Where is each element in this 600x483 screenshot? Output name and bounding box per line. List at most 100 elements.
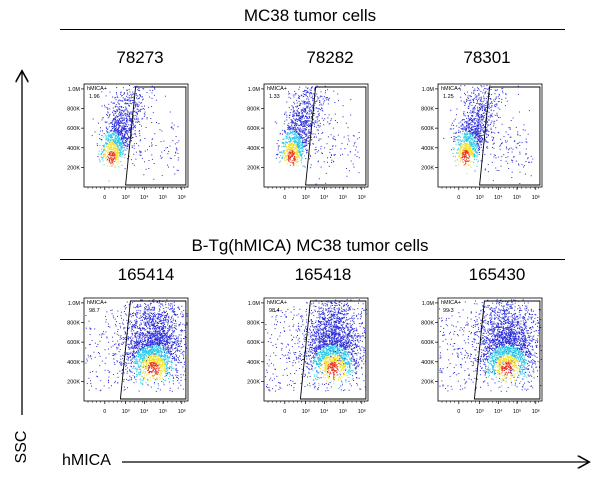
x-tick-label: 10⁴	[320, 194, 329, 201]
flow-plot-svg: 200K 400K 600K 800K 1.0M 0 10³ 10⁴ 10⁵ 10⁶ hMICA+ 1…	[67, 83, 189, 201]
event-dots	[85, 299, 188, 392]
y-axis-label: SSC	[13, 430, 30, 464]
x-tick-label: 10³	[122, 409, 130, 415]
flow-plot-svg: 200K 400K 600K 800K 1.0M 0 10³ 10⁴ 10⁵ 10⁶ hMICA+ 9…	[247, 297, 369, 415]
y-tick-label: 200K	[247, 165, 260, 171]
gate-name-label: hMICA+	[441, 300, 461, 306]
gate-name-label: hMICA+	[87, 86, 107, 92]
event-dots	[265, 299, 367, 392]
sample-id: 78301	[463, 48, 511, 67]
x-tick-label: 10⁵	[159, 194, 167, 201]
event-dots	[91, 85, 180, 182]
x-tick-label: 10⁴	[320, 408, 329, 415]
x-tick-label: 10⁶	[178, 194, 186, 201]
y-tick-label: 1.0M	[248, 87, 261, 93]
x-tick-label: 10⁶	[532, 408, 540, 415]
gate-percent-label: 1.96	[89, 94, 100, 100]
x-tick-label: 10⁶	[358, 408, 366, 415]
y-tick-label: 600K	[421, 340, 434, 346]
y-tick-label: 600K	[67, 126, 80, 132]
y-tick-label: 400K	[67, 146, 80, 152]
x-tick-label: 10⁴	[140, 408, 149, 415]
gate-percent-label: 98.7	[89, 308, 100, 314]
y-tick-label: 800K	[247, 107, 260, 113]
y-tick-label: 600K	[67, 340, 80, 346]
gate-polygon	[299, 300, 367, 400]
plot-frame	[263, 83, 369, 188]
flow-plot-svg: 200K 400K 600K 800K 1.0M 0 10³ 10⁴ 10⁵ 10⁶ hMICA+ 1…	[421, 83, 543, 201]
y-tick-label: 400K	[421, 146, 434, 152]
x-tick-label: 0	[283, 409, 286, 415]
x-tick-label: 10⁵	[339, 408, 347, 415]
y-tick-label: 800K	[247, 321, 260, 327]
y-tick-label: 400K	[247, 360, 260, 366]
sample-id: 165414	[117, 265, 175, 284]
plot-frame	[437, 83, 543, 188]
y-tick-label: 600K	[247, 126, 260, 132]
y-tick-label: 200K	[421, 379, 434, 385]
x-tick-label: 10⁶	[532, 194, 540, 201]
gate-polygon	[125, 86, 187, 186]
y-tick-label: 800K	[67, 107, 80, 113]
gate-name-label: hMICA+	[441, 86, 461, 92]
x-tick-label: 10⁴	[494, 408, 503, 415]
group-title-mc38: MC38 tumor cells	[243, 6, 377, 25]
gate-percent-label: 99.3	[443, 308, 454, 314]
flow-plot-panel: 200K 400K 600K 800K 1.0M 0 10³ 10⁴ 10⁵ 10⁶ hMICA+ 9…	[412, 292, 552, 422]
gate-name-label: hMICA+	[267, 86, 287, 92]
x-tick-label: 10⁵	[339, 194, 347, 201]
x-tick-label: 10⁵	[513, 408, 521, 415]
x-tick-label: 0	[457, 195, 460, 201]
gate-polygon	[479, 86, 541, 186]
y-tick-label: 200K	[67, 165, 80, 171]
gate-percent-label: 1.25	[443, 94, 454, 100]
y-tick-label: 1.0M	[422, 87, 435, 93]
y-tick-label: 1.0M	[68, 87, 81, 93]
flow-plot-svg: 200K 400K 600K 800K 1.0M 0 10³ 10⁴ 10⁵ 10⁶ hMICA+ 1…	[247, 83, 369, 201]
plot-frame	[83, 83, 189, 188]
group-rule-top	[60, 29, 565, 30]
y-tick-label: 400K	[67, 360, 80, 366]
gate-polygon	[305, 86, 367, 186]
y-tick-label: 800K	[67, 321, 80, 327]
y-tick-label: 200K	[67, 379, 80, 385]
flow-plot-svg: 200K 400K 600K 800K 1.0M 0 10³ 10⁴ 10⁵ 10⁶ hMICA+ 9…	[67, 297, 189, 415]
gate-polygon	[473, 300, 541, 400]
plot-frame	[263, 297, 369, 402]
flow-plot-panel: 200K 400K 600K 800K 1.0M 0 10³ 10⁴ 10⁵ 10⁶ hMICA+ 9…	[58, 292, 198, 422]
y-tick-label: 1.0M	[248, 301, 261, 307]
group-title-transgenic: B-Tg(hMICA) MC38 tumor cells	[191, 236, 429, 255]
event-dots	[274, 85, 360, 185]
flow-plot-panel: 200K 400K 600K 800K 1.0M 0 10³ 10⁴ 10⁵ 10⁶ hMICA+ 1…	[58, 78, 198, 208]
x-tick-label: 10³	[122, 195, 130, 201]
sample-id: 78282	[306, 48, 354, 67]
y-tick-label: 400K	[247, 146, 260, 152]
y-tick-label: 600K	[421, 126, 434, 132]
group-rule-bottom	[60, 259, 565, 260]
x-tick-label: 10⁵	[159, 408, 167, 415]
y-tick-label: 1.0M	[68, 301, 81, 307]
x-tick-label: 10⁴	[494, 194, 503, 201]
flow-plot-panel: 200K 400K 600K 800K 1.0M 0 10³ 10⁴ 10⁵ 10⁶ hMICA+ 1…	[238, 78, 378, 208]
y-tick-label: 200K	[247, 379, 260, 385]
y-tick-label: 400K	[421, 360, 434, 366]
gate-percent-label: 1.33	[269, 94, 280, 100]
gate-percent-label: 98.4	[269, 308, 280, 314]
x-tick-label: 0	[103, 195, 106, 201]
flow-plot-panel: 200K 400K 600K 800K 1.0M 0 10³ 10⁴ 10⁵ 10⁶ hMICA+ 9…	[238, 292, 378, 422]
x-tick-label: 10⁵	[513, 194, 521, 201]
y-tick-label: 800K	[421, 321, 434, 327]
x-tick-label: 10⁶	[358, 194, 366, 201]
gate-polygon	[119, 300, 187, 400]
x-tick-label: 10⁶	[178, 408, 186, 415]
y-tick-label: 800K	[421, 107, 434, 113]
gate-name-label: hMICA+	[267, 300, 287, 306]
gate-name-label: hMICA+	[87, 300, 107, 306]
y-tick-label: 600K	[247, 340, 260, 346]
x-tick-label: 10³	[476, 195, 484, 201]
x-tick-label: 10³	[302, 409, 310, 415]
x-tick-label: 10³	[302, 195, 310, 201]
sample-id: 165418	[294, 265, 352, 284]
x-axis-label: hMICA	[62, 452, 111, 469]
